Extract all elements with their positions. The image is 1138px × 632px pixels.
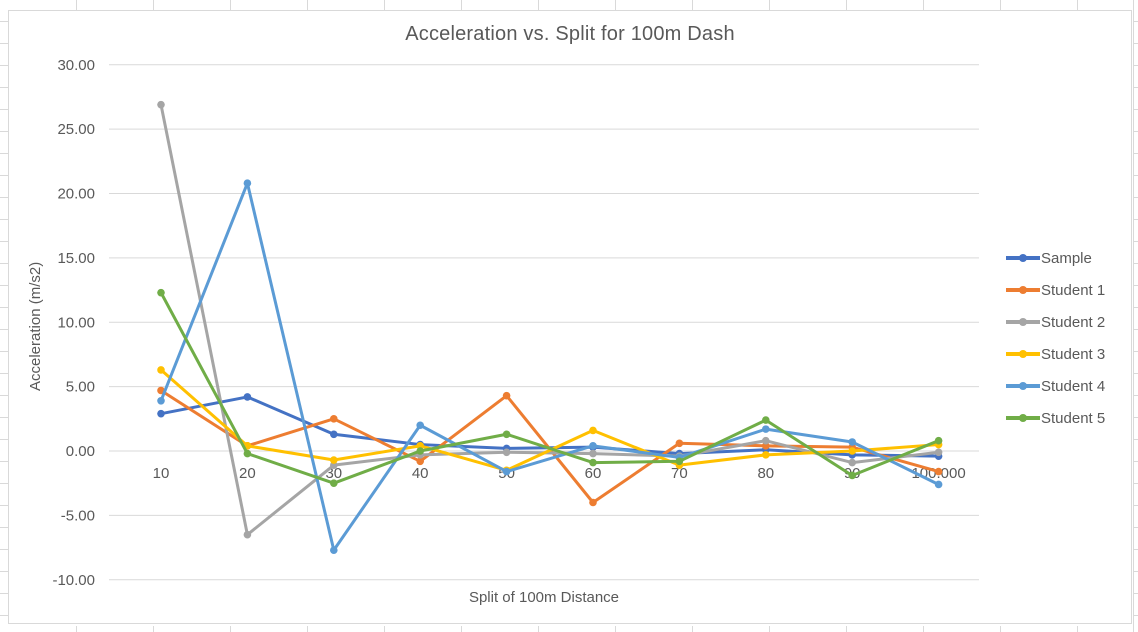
data-point[interactable] [243,179,252,187]
data-point[interactable] [589,426,597,435]
svg-text:0.00: 0.00 [66,443,95,460]
data-point[interactable] [502,391,511,400]
legend-marker-dot-icon [1019,254,1027,262]
legend-item-student-2[interactable]: Student 2 [1006,312,1105,332]
svg-text:60: 60 [585,465,602,482]
data-point[interactable] [934,480,943,489]
series-student-4[interactable] [157,179,943,554]
data-point[interactable] [416,421,425,430]
legend-item-student-4[interactable]: Student 4 [1006,376,1105,396]
data-point[interactable] [589,458,597,467]
data-point[interactable] [589,449,597,458]
data-point[interactable] [502,467,511,476]
data-point[interactable] [502,430,511,439]
legend-marker-dot-icon [1019,382,1027,390]
svg-text:-5.00: -5.00 [61,507,95,524]
legend[interactable]: Sample Student 1 Student 2 Student 3 Student… [1006,248,1105,440]
y-axis-title: Acceleration (m/s2) [27,261,44,392]
legend-marker-icon [1006,414,1040,422]
legend-item-student-1[interactable]: Student 1 [1006,280,1105,300]
data-point[interactable] [157,100,165,109]
series-student-2[interactable] [157,100,943,539]
data-point[interactable] [762,451,770,459]
gridlines [109,64,979,581]
svg-text:30.00: 30.00 [57,57,95,74]
data-point[interactable] [243,449,252,458]
x-tick-labels: 102030405060708090100.000 [153,465,966,482]
series-student-5[interactable] [157,288,943,487]
data-point[interactable] [934,436,943,445]
plot-svg[interactable]: -10.00 -5.00 0.00 5.00 10.00 15.00 20.00 25.00 3… [9,11,1133,623]
excel-grid-bottom [0,626,1138,632]
legend-label: Student 1 [1041,281,1106,299]
chart-title[interactable]: Acceleration vs. Split for 100m Dash [405,23,735,45]
legend-marker-icon [1006,350,1040,358]
svg-text:20: 20 [239,465,256,482]
data-point[interactable] [330,430,338,439]
legend-label: Student 3 [1041,345,1106,363]
data-point[interactable] [675,457,684,466]
data-point[interactable] [502,448,511,457]
svg-text:25.00: 25.00 [57,121,95,138]
data-point[interactable] [848,471,856,480]
data-point[interactable] [243,393,252,401]
legend-label: Student 5 [1041,409,1106,427]
legend-marker-dot-icon [1019,414,1027,422]
legend-item-student-3[interactable]: Student 3 [1006,344,1105,364]
svg-text:15.00: 15.00 [57,250,95,267]
data-point[interactable] [934,467,943,476]
legend-label: Student 4 [1041,377,1106,395]
excel-grid-top [0,0,1138,10]
data-point[interactable] [848,458,856,467]
svg-text:20.00: 20.00 [57,186,95,203]
data-point[interactable] [243,530,252,539]
data-point[interactable] [330,456,338,464]
legend-label: Sample [1041,249,1092,267]
legend-marker-icon [1006,318,1040,326]
data-point[interactable] [157,366,165,374]
y-tick-labels: -10.00 -5.00 0.00 5.00 10.00 15.00 20.00 25.00 3… [52,57,95,589]
legend-item-student-5[interactable]: Student 5 [1006,408,1105,428]
data-point[interactable] [330,479,338,487]
data-point[interactable] [848,447,856,455]
legend-marker-icon [1006,286,1040,294]
svg-text:80: 80 [757,465,774,482]
svg-text:10.00: 10.00 [57,314,95,331]
legend-item-sample[interactable]: Sample [1006,248,1105,268]
data-point[interactable] [157,288,165,297]
legend-label: Student 2 [1041,313,1106,331]
chart-area[interactable]: -10.00 -5.00 0.00 5.00 10.00 15.00 20.00 25.00 3… [8,10,1132,624]
legend-marker-dot-icon [1019,318,1027,326]
svg-text:5.00: 5.00 [66,379,95,396]
legend-marker-icon [1006,382,1040,390]
data-point[interactable] [416,457,425,466]
data-point[interactable] [589,442,597,450]
data-point[interactable] [157,396,165,405]
excel-grid-right [1133,0,1138,632]
svg-text:40: 40 [412,465,429,482]
svg-text:10: 10 [153,465,170,482]
data-point[interactable] [675,439,684,448]
excel-grid-left [0,0,8,632]
data-point[interactable] [416,447,425,455]
data-point[interactable] [330,415,338,423]
legend-marker-dot-icon [1019,286,1027,294]
data-point[interactable] [157,409,165,418]
data-point[interactable] [762,425,770,433]
svg-text:70: 70 [671,465,688,482]
data-point[interactable] [330,546,338,554]
data-point[interactable] [934,448,943,457]
legend-marker-dot-icon [1019,350,1027,358]
svg-text:-10.00: -10.00 [52,572,95,589]
data-point[interactable] [848,438,856,446]
data-point[interactable] [762,436,770,445]
data-point[interactable] [589,498,597,507]
legend-marker-icon [1006,254,1040,262]
x-axis-title: Split of 100m Distance [468,589,620,606]
data-point[interactable] [762,416,770,424]
